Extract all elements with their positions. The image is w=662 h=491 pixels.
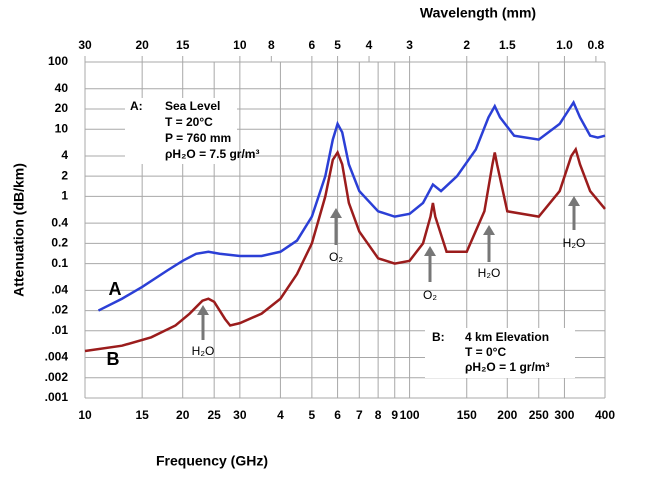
x2-tick-label: 3 bbox=[406, 38, 413, 52]
x-tick-label: 25 bbox=[207, 408, 221, 422]
y-tick-label: 4 bbox=[61, 148, 68, 162]
note-text: T = 0°C bbox=[465, 345, 506, 359]
x2-tick-label: 4 bbox=[366, 38, 373, 52]
note-background bbox=[425, 328, 575, 378]
y-tick-label: 10 bbox=[55, 121, 69, 135]
note-text: ρH₂O = 1 gr/m³ bbox=[465, 360, 549, 374]
x2-tick-label: 0.8 bbox=[588, 38, 605, 52]
x-tick-label: 30 bbox=[233, 408, 247, 422]
x-tick-label: 200 bbox=[497, 408, 517, 422]
note-text: 4 km Elevation bbox=[465, 330, 549, 344]
y-tick-label: 2 bbox=[61, 168, 68, 182]
x-tick-label: 4 bbox=[277, 408, 284, 422]
x2-tick-label: 8 bbox=[268, 38, 275, 52]
note-text: A: bbox=[130, 99, 143, 113]
y-tick-label: .004 bbox=[45, 350, 69, 364]
x-tick-label: 5 bbox=[309, 408, 316, 422]
x2-tick-label: 6 bbox=[309, 38, 316, 52]
x2-tick-label: 1.5 bbox=[499, 38, 516, 52]
x-tick-label: 150 bbox=[457, 408, 477, 422]
arrow-head bbox=[197, 305, 209, 315]
arrow-label: H₂O bbox=[192, 344, 215, 358]
series-label: B bbox=[107, 349, 120, 369]
y-tick-label: 0.1 bbox=[51, 256, 68, 270]
x2-tick-label: 20 bbox=[135, 38, 149, 52]
x-tick-label: 8 bbox=[375, 408, 382, 422]
arrow-head bbox=[568, 196, 580, 206]
x-tick-label: 9 bbox=[391, 408, 398, 422]
note-text: T = 20°C bbox=[165, 115, 213, 129]
x2-tick-label: 1.0 bbox=[556, 38, 573, 52]
y-tick-label: .01 bbox=[51, 323, 68, 337]
note-text: Sea Level bbox=[165, 99, 220, 113]
y-tick-label: .04 bbox=[51, 283, 68, 297]
x-tick-label: 20 bbox=[176, 408, 190, 422]
arrow-label: H₂O bbox=[563, 236, 586, 250]
y-tick-label: 20 bbox=[55, 101, 69, 115]
y-tick-label: 40 bbox=[55, 81, 69, 95]
x-tick-label: 400 bbox=[595, 408, 615, 422]
y-tick-label: 1 bbox=[61, 189, 68, 203]
y-tick-label: .02 bbox=[51, 303, 68, 317]
y-tick-label: 0.2 bbox=[51, 236, 68, 250]
arrow-label: O₂ bbox=[423, 288, 437, 302]
series-line bbox=[84, 146, 606, 353]
x-axis-title: Frequency (GHz) bbox=[156, 453, 268, 469]
arrow-label: O₂ bbox=[329, 250, 343, 264]
note-text: ρH₂O = 7.5 gr/m³ bbox=[165, 147, 259, 161]
x-tick-label: 100 bbox=[400, 408, 420, 422]
y-tick-label: .002 bbox=[45, 370, 69, 384]
x2-tick-label: 2 bbox=[463, 38, 470, 52]
x-tick-label: 300 bbox=[554, 408, 574, 422]
x2-axis-title: Wavelength (mm) bbox=[420, 5, 536, 21]
y-axis-title: Attenuation (dB/km) bbox=[11, 163, 27, 297]
arrow-label: H₂O bbox=[478, 266, 501, 280]
y-tick-label: 100 bbox=[48, 54, 68, 68]
series-line bbox=[97, 99, 606, 312]
note-text: P = 760 mm bbox=[165, 131, 231, 145]
x2-tick-label: 15 bbox=[176, 38, 190, 52]
arrow-head bbox=[330, 208, 342, 218]
y-tick-label: 0.4 bbox=[51, 215, 68, 229]
note-background bbox=[125, 98, 237, 164]
x2-tick-label: 30 bbox=[78, 38, 92, 52]
x-tick-label: 15 bbox=[135, 408, 149, 422]
x2-tick-label: 5 bbox=[334, 38, 341, 52]
x-tick-label: 250 bbox=[529, 408, 549, 422]
arrow-head bbox=[483, 225, 495, 235]
x2-tick-label: 10 bbox=[233, 38, 247, 52]
y-tick-label: .001 bbox=[45, 390, 69, 404]
x-tick-label: 6 bbox=[334, 408, 341, 422]
arrow-head bbox=[424, 246, 436, 256]
x-tick-label: 10 bbox=[78, 408, 92, 422]
note-text: B: bbox=[432, 330, 445, 344]
x-tick-label: 7 bbox=[356, 408, 363, 422]
series-label: A bbox=[109, 279, 122, 299]
